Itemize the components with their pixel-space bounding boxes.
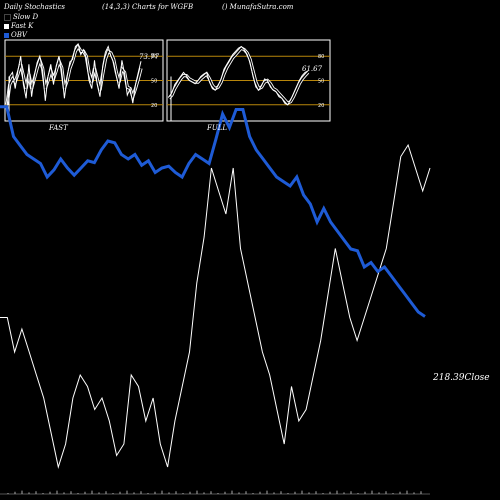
legend-label: OBV bbox=[11, 31, 27, 39]
legend-label: Fast K bbox=[11, 22, 34, 30]
chart-header-center: (14,3,3) Charts for WGFB bbox=[102, 3, 194, 11]
legend-label: Slow D bbox=[13, 13, 39, 21]
slow-d-line bbox=[6, 45, 142, 105]
close-last-value: 218.39Close bbox=[433, 373, 490, 383]
close-price-line bbox=[0, 143, 431, 469]
fast-last-value: 73.77 bbox=[139, 53, 160, 61]
slow-d-line bbox=[168, 47, 309, 105]
volume-strip bbox=[0, 490, 430, 495]
full-last-value: 61.67 bbox=[302, 65, 323, 73]
fast-k-swatch bbox=[4, 23, 9, 29]
full-stochastic-panel: 20 50 80 bbox=[166, 39, 331, 122]
y-tick-label: 80 bbox=[151, 54, 157, 60]
y-tick-label: 20 bbox=[151, 103, 157, 109]
legend-item-fast-k: Fast K bbox=[4, 22, 33, 30]
chart-header-left: Daily Stochastics bbox=[4, 3, 66, 11]
legend-item-obv: OBV bbox=[4, 31, 27, 39]
fast-stochastic-panel: 20 50 80 bbox=[4, 39, 164, 122]
obv-close-plot bbox=[0, 105, 431, 469]
y-tick-label: 80 bbox=[318, 54, 324, 60]
full-panel-title: FULL bbox=[207, 124, 228, 132]
y-tick-label: 50 bbox=[151, 79, 157, 85]
fast-panel-title: FAST bbox=[49, 124, 68, 132]
chart-header-right: () MunafaSutra.com bbox=[222, 3, 294, 11]
y-tick-label: 50 bbox=[318, 79, 324, 85]
obv-line bbox=[0, 105, 426, 318]
obv-swatch bbox=[4, 32, 9, 38]
legend-item-slow-d: Slow D bbox=[4, 13, 38, 21]
fast-k-line bbox=[6, 43, 142, 109]
slow-d-swatch bbox=[4, 13, 11, 21]
y-tick-label: 20 bbox=[318, 103, 324, 109]
fast-k-line bbox=[168, 45, 309, 106]
